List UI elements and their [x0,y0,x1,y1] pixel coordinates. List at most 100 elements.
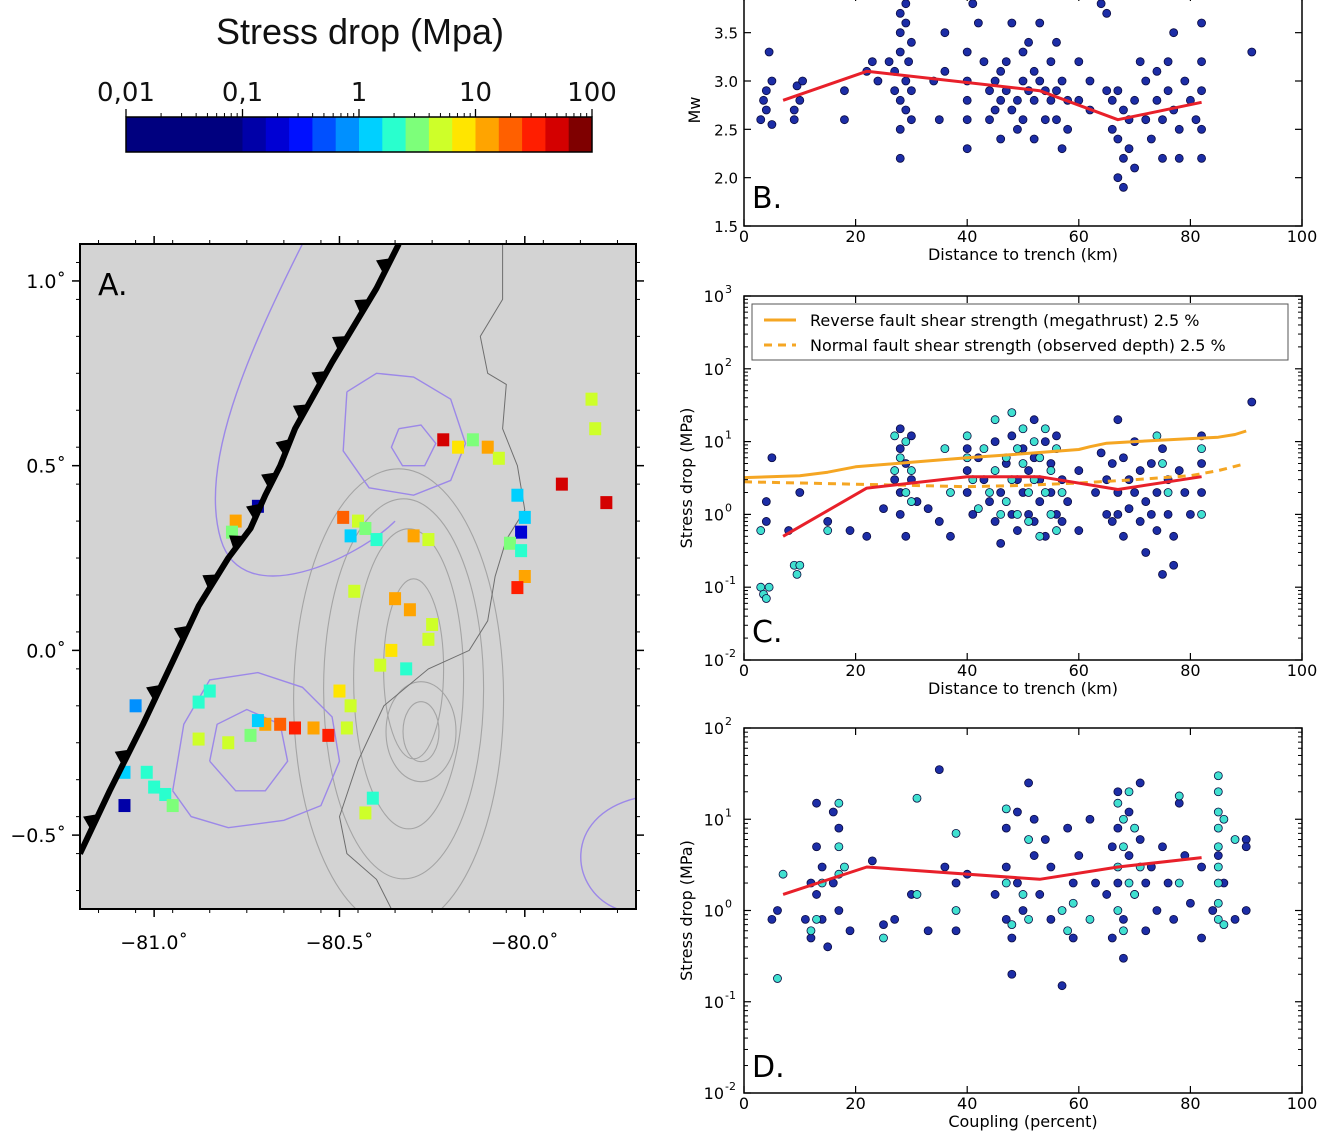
data-point [1163,57,1173,67]
stress-drop-cell [374,658,387,672]
stress-drop-cell [192,732,205,746]
stress-drop-cell [518,570,531,583]
data-point [1174,798,1184,808]
data-point [1102,510,1112,519]
data-point [940,28,950,38]
y-axis-label: Stress drop (MPa) [677,840,696,981]
data-point [895,453,905,463]
data-point [985,86,994,96]
colorbar-tick-label: 0,01 [97,78,155,108]
data-point [1035,453,1045,463]
data-point [990,105,1000,115]
data-point [1096,0,1106,9]
data-point [990,415,1000,425]
trench-teeth [83,258,392,831]
trench-tooth [275,438,291,456]
y-tick-exponent: -1 [725,989,736,1002]
data-point [912,890,922,899]
stress-drop-cell [437,433,450,447]
data-point [1130,890,1139,899]
data-point [1040,835,1050,844]
y-tick-label: 10 [704,287,724,306]
stress-drop-cell [203,684,216,698]
data-point [1213,878,1223,888]
data-point [1152,66,1162,76]
data-point [1013,95,1022,105]
trench-tooth [376,258,392,275]
data-point [1135,835,1145,844]
data-point [895,8,905,18]
data-point [1113,86,1123,96]
data-point [990,517,1000,526]
data-point [1001,914,1011,924]
trench-tooth [228,535,245,551]
x-tick-label: 0 [739,661,749,680]
trench-tooth [146,684,162,702]
data-point [795,95,805,105]
data-point [973,18,983,28]
stress-drop-cell [307,721,320,735]
coupling-contour [390,424,437,467]
data-point [1024,914,1033,924]
stress-drop-cell [492,451,505,465]
map-y-tick-label: 0.5˚ [26,456,66,478]
data-point [773,906,782,915]
data-point [912,793,922,803]
stress-drop-cell [585,392,598,406]
data-point [1241,835,1251,844]
data-point [996,538,1006,548]
data-point [1119,914,1128,924]
data-point [778,869,788,879]
data-point [1035,18,1045,28]
data-point [1107,124,1117,134]
stress-drop-cell [222,736,235,750]
colorbar-swatch [522,117,546,152]
stress-drop-cell [322,728,335,742]
plot-frame [743,0,1303,227]
stress-drop-cell [229,514,242,528]
colorbar-swatch [428,117,453,152]
colorbar-swatch [405,117,430,152]
data-point [901,76,911,86]
data-point [1029,851,1039,860]
data-point [1119,531,1128,541]
data-point [1135,778,1145,788]
data-point [1124,851,1134,860]
data-point [1068,878,1078,888]
data-point [1186,510,1195,519]
x-tick-label: 0 [739,227,749,246]
y-tick-label: 3.5 [714,25,738,43]
data-point [940,862,950,872]
data-point [767,76,777,86]
data-point [901,0,911,9]
x-tick-label: 100 [1287,1094,1318,1113]
stress-drop-cell [466,433,479,447]
slip-contours [293,468,505,909]
data-point [1046,510,1056,519]
y-tick-exponent: -2 [725,1080,736,1093]
stress-drop-cell [481,440,494,454]
data-point [1029,134,1039,144]
y-tick-label: 10 [704,433,724,452]
data-point [895,124,905,134]
colorbar-swatch [242,117,267,152]
colorbar-swatch [568,117,593,152]
data-point [800,914,810,924]
data-point [1141,878,1151,888]
data-point [901,437,911,447]
data-point [1119,953,1128,963]
data-point [895,424,905,434]
data-point [962,444,972,454]
slip-contour [293,468,505,909]
data-point [761,517,771,526]
data-point [1024,466,1033,475]
panel-label: D. [752,1050,785,1085]
colorbar-swatches [126,117,593,152]
data-point [1113,415,1123,425]
stress-drop-cell [407,529,420,543]
data-point [996,510,1006,519]
trench-tooth [261,472,277,489]
data-point [1141,76,1151,86]
map-x-tick-label: −81.0˚ [120,932,188,954]
data-point [996,66,1006,76]
